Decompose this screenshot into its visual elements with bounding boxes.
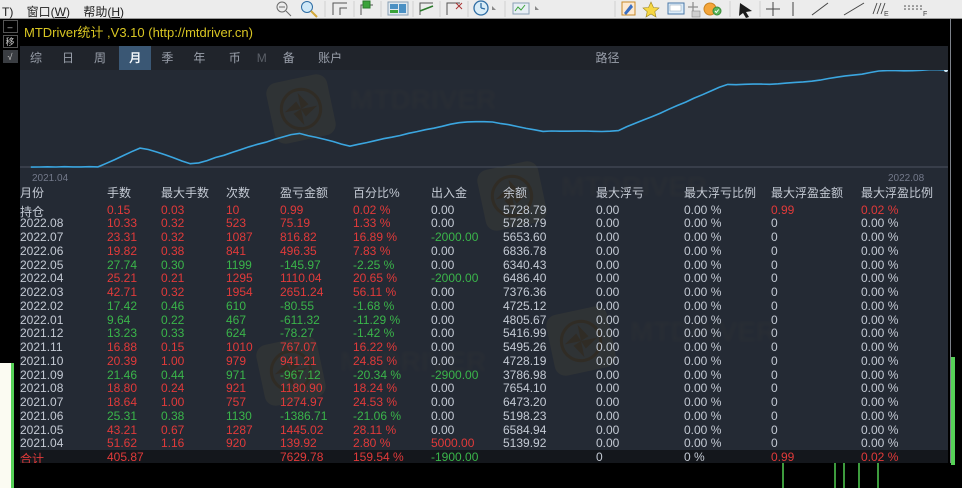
svg-text:E: E <box>884 11 889 18</box>
svg-text:2022.08: 2022.08 <box>888 173 925 184</box>
svg-text:2021.04: 2021.04 <box>32 173 69 184</box>
svg-text:F: F <box>923 11 927 18</box>
